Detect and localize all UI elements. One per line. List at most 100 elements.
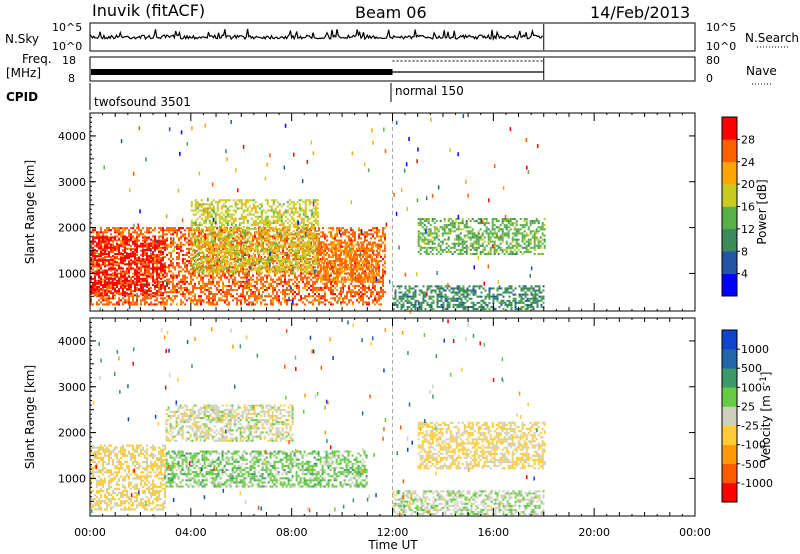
heatmap-cell	[332, 284, 334, 287]
heatmap-cell	[212, 293, 214, 296]
heatmap-cell	[214, 237, 216, 240]
heatmap-cell	[258, 297, 260, 300]
heatmap-cell	[220, 246, 223, 249]
heatmap-cell	[174, 245, 176, 248]
heatmap-cell	[136, 277, 138, 280]
heatmap-cell	[326, 278, 328, 281]
heatmap-cell	[256, 263, 259, 266]
heatmap-cell	[298, 238, 301, 241]
heatmap-cell	[162, 233, 164, 236]
heatmap-cell	[288, 274, 290, 277]
heatmap-cell	[248, 280, 250, 283]
heatmap-cell	[112, 297, 114, 300]
heatmap-cell	[190, 232, 193, 235]
heatmap-cell	[218, 289, 220, 292]
heatmap-cell	[208, 280, 210, 283]
heatmap-cell	[210, 223, 213, 226]
heatmap-cell	[272, 291, 274, 294]
heatmap-cell	[222, 284, 224, 287]
heatmap-cell	[128, 267, 130, 270]
heatmap-cell	[292, 205, 295, 208]
heatmap-cell	[154, 260, 156, 263]
heatmap-cell	[122, 236, 124, 239]
heatmap-cell	[288, 219, 291, 222]
heatmap-cell	[274, 260, 276, 263]
heatmap-cell	[238, 250, 241, 253]
heatmap-cell	[158, 301, 160, 304]
heatmap-cell	[254, 215, 257, 218]
heatmap-cell	[94, 255, 96, 258]
heatmap-cell	[202, 203, 205, 206]
heatmap-cell	[318, 262, 320, 265]
heatmap-cell	[252, 262, 254, 265]
heatmap-cell	[200, 241, 202, 244]
heatmap-cell	[214, 259, 217, 262]
heatmap-cell	[314, 271, 317, 274]
heatmap-cell	[316, 278, 319, 281]
heatmap-cell	[98, 288, 100, 291]
heatmap-cell	[278, 232, 281, 235]
heatmap-cell	[200, 203, 203, 206]
heatmap-cell	[342, 249, 344, 252]
heatmap-cell	[228, 232, 231, 235]
heatmap-cell	[190, 241, 192, 244]
heatmap-cell	[230, 215, 233, 218]
heatmap-cell	[132, 281, 134, 284]
heatmap-cell	[232, 299, 234, 302]
heatmap-cell	[360, 249, 362, 252]
heatmap-cell	[214, 226, 217, 229]
heatmap-cell	[380, 235, 382, 238]
heatmap-cell	[304, 303, 306, 306]
heatmap-cell	[254, 223, 257, 226]
heatmap-cell	[368, 233, 370, 236]
heatmap-cell	[108, 263, 110, 266]
heatmap-cell	[210, 248, 213, 251]
heatmap-cell	[294, 295, 296, 298]
heatmap-cell	[292, 259, 295, 262]
heatmap-cell	[132, 275, 134, 278]
heatmap-cell	[262, 230, 265, 233]
heatmap-cell	[142, 233, 144, 236]
heatmap-cell	[248, 213, 251, 216]
heatmap-cell	[210, 230, 213, 233]
heatmap-cell	[192, 242, 195, 245]
heatmap-cell	[278, 228, 281, 231]
heatmap-cell	[304, 282, 306, 285]
heatmap-cell	[378, 297, 380, 300]
heatmap-cell	[304, 271, 307, 274]
heatmap-cell	[192, 229, 194, 232]
heatmap-cell	[274, 256, 277, 259]
heatmap-cell	[306, 217, 309, 220]
heatmap-cell	[294, 207, 297, 210]
heatmap-cell	[104, 265, 106, 268]
heatmap-cell	[360, 286, 362, 289]
heatmap-cell	[232, 261, 235, 264]
heatmap-cell	[320, 289, 322, 292]
heatmap-cell	[112, 267, 114, 270]
heatmap-cell	[184, 262, 186, 265]
heatmap-cell	[112, 303, 114, 306]
heatmap-cell	[154, 303, 156, 306]
heatmap-cell	[254, 299, 256, 302]
heatmap-cell	[244, 241, 246, 244]
heatmap-cell	[336, 229, 338, 232]
heatmap-cell	[306, 261, 309, 264]
heatmap-cell	[102, 284, 104, 287]
heatmap-cell	[96, 244, 98, 247]
heatmap-cell	[222, 203, 225, 206]
heatmap-cell	[266, 303, 268, 306]
heatmap-cell	[228, 278, 230, 281]
heatmap-cell	[234, 254, 237, 257]
heatmap-cell	[212, 295, 214, 298]
heatmap-cell	[194, 284, 196, 287]
heatmap-cell	[136, 289, 138, 292]
heatmap-cell	[306, 250, 309, 253]
heatmap-cell	[190, 260, 192, 263]
heatmap-cell	[370, 289, 372, 292]
heatmap-cell	[258, 272, 260, 275]
heatmap-cell	[190, 293, 192, 296]
heatmap-cell	[102, 248, 104, 251]
heatmap-cell	[270, 261, 273, 264]
heatmap-cell	[308, 237, 310, 240]
heatmap-cell	[232, 289, 234, 292]
